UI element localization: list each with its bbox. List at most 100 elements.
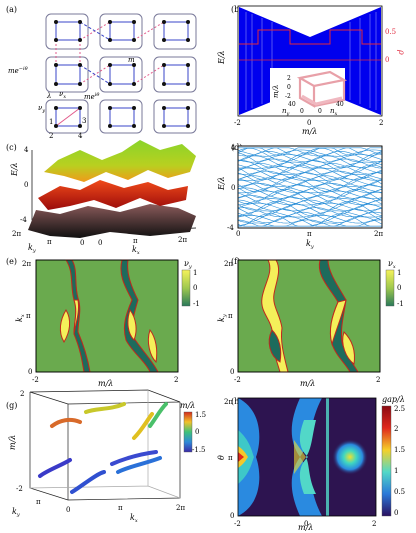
- label-m: m: [128, 56, 135, 64]
- b-rlabel: ρ: [397, 49, 406, 55]
- f-cbar-tick-0: 1: [397, 269, 401, 277]
- g-colorbar: [183, 411, 193, 453]
- h-cbar-tick-4: 0.5: [394, 488, 405, 496]
- inset-ztick-0: 2: [287, 75, 291, 82]
- g-curves: [38, 402, 168, 494]
- e-cbar-tick-2: -1: [193, 300, 200, 308]
- f-cbar-tick-2: -1: [397, 300, 404, 308]
- d-spectrum-lines: [237, 147, 383, 227]
- h-cbar-tick-2: 1.5: [394, 446, 405, 454]
- c-xtick-1: π: [133, 237, 138, 245]
- panel-d-label: (d): [231, 143, 242, 152]
- inset-ztick-2: -2: [285, 93, 291, 100]
- panel-f: (f) ky 2π π 0 -2 2 m/λ νx 1 0 -1: [217, 257, 404, 388]
- d-spectrum-line: [237, 208, 383, 223]
- inset-xlabel: nx: [330, 107, 338, 117]
- f-ylabel: ky: [217, 314, 228, 322]
- b-xtick-0: -2: [234, 119, 241, 127]
- d-ytick-1: 0: [231, 184, 235, 192]
- d-spectrum-line: [237, 167, 383, 181]
- c-ztick-2: -4: [20, 216, 27, 224]
- d-spectrum-line: [237, 201, 383, 217]
- c-xlabel: kx: [132, 245, 140, 256]
- inset-zlabel: m/λ: [272, 85, 280, 98]
- f-ytick-1: π: [228, 312, 233, 320]
- g-cbar-label: m/λ: [180, 401, 195, 410]
- d-spectrum-line: [238, 147, 382, 156]
- panel-h: (h) θ 2π π 0 -2 0 2 m/λ gap/λ 2.5 2 1.5 …: [217, 395, 405, 532]
- e-colorbar: [181, 269, 191, 307]
- g-ytick-0: π: [36, 498, 41, 506]
- panel-e: (e) kx 2π π 0 -2 2 m/λ νy 1 0 -1: [6, 257, 200, 388]
- ldos-line: [239, 29, 381, 45]
- d-ytick-0: 4: [231, 144, 236, 152]
- h-cbar-tick-1: 2: [394, 425, 398, 433]
- inset-ytick-0: 40: [288, 101, 296, 108]
- d-spectrum-line: [238, 213, 382, 227]
- e-xtick-1: 2: [174, 376, 178, 384]
- label-lambda: λ: [46, 92, 51, 100]
- d-spectrum-line: [237, 189, 383, 205]
- panel-a: (a): [6, 5, 197, 140]
- panel-b-label: (b): [231, 5, 242, 14]
- c-band-middle: [38, 180, 188, 210]
- site-1: 1: [49, 118, 53, 126]
- f-xlabel: m/λ: [300, 379, 315, 388]
- f-ytick-2: 0: [230, 368, 234, 376]
- e-ylabel: kx: [15, 314, 26, 322]
- f-ytick-0: 2π: [224, 260, 233, 268]
- panel-g-label: (g): [6, 401, 17, 410]
- d-spectrum-line: [237, 147, 383, 157]
- c-band-top: [44, 140, 196, 182]
- d-xtick-1: π: [307, 230, 312, 238]
- d-xtick-2: 2π: [374, 230, 383, 238]
- d-spectrum-line: [237, 179, 383, 193]
- lattice: [45, 13, 197, 134]
- c-ytick-2: 0: [80, 239, 84, 247]
- b-ylabel: E/λ: [217, 50, 226, 65]
- d-spectrum-line: [237, 164, 383, 180]
- b-xlabel: m/λ: [302, 127, 317, 136]
- h-ylabel: θ: [217, 455, 226, 460]
- d-spectrum-line: [237, 154, 383, 163]
- panel-a-label: (a): [6, 5, 17, 14]
- h-cbar-tick-3: 1: [394, 467, 398, 475]
- e-xlabel: m/λ: [98, 379, 113, 388]
- f-xtick-1: 2: [376, 376, 380, 384]
- b-xtick-2: 2: [379, 119, 383, 127]
- d-spectrum-line: [237, 195, 383, 205]
- h-xtick-2: 2: [372, 520, 376, 528]
- g-ztick-0: 2: [20, 390, 24, 398]
- d-spectrum-line: [237, 196, 383, 211]
- d-spectrum-line: [237, 147, 383, 156]
- inset-ztick-1: 0: [287, 84, 291, 91]
- h-cbar-label: gap/λ: [382, 395, 405, 404]
- d-spectrum-line: [237, 178, 382, 187]
- h-ytick-2: 0: [230, 512, 234, 520]
- panel-c: (c) E/λ 4 0 -4 2π π 0 ky 0 π 2π kx: [6, 140, 197, 256]
- panel-f-label: (f): [231, 257, 240, 266]
- c-ylabel: ky: [28, 243, 36, 254]
- f-cbar-tick-1: 0: [397, 284, 401, 292]
- c-ztick-0: 4: [24, 146, 29, 154]
- h-xtick-1: 0: [304, 520, 308, 528]
- d-spectrum-line: [237, 192, 383, 205]
- b-inset: m/λ 2 0 -2 40 0 0 40 ny nx: [270, 68, 348, 117]
- h-cbar-tick-0: 2.5: [394, 405, 405, 413]
- c-xtick-0: 0: [98, 239, 102, 247]
- site-3: 3: [82, 117, 86, 125]
- g-cbar-tick-0: 1.5: [195, 411, 206, 419]
- c-band-bottom: [28, 204, 196, 238]
- h-xtick-0: -2: [234, 520, 241, 528]
- d-xtick-0: 0: [236, 230, 240, 238]
- h-cbar-tick-5: 0: [394, 509, 398, 517]
- f-xtick-0: -2: [234, 376, 241, 384]
- label-me-minus: me−iθ: [8, 66, 28, 75]
- panel-h-label: (h): [231, 397, 242, 406]
- b-rtick-1: 0: [385, 56, 389, 64]
- d-spectrum-line: [237, 199, 383, 211]
- label-nu-y: νy: [38, 104, 45, 114]
- d-spectrum-line: [237, 184, 383, 199]
- panel-d: (d) E/λ 4 0 -4 0 π 2π ky: [217, 143, 383, 250]
- e-cbar-label: νy: [184, 259, 192, 270]
